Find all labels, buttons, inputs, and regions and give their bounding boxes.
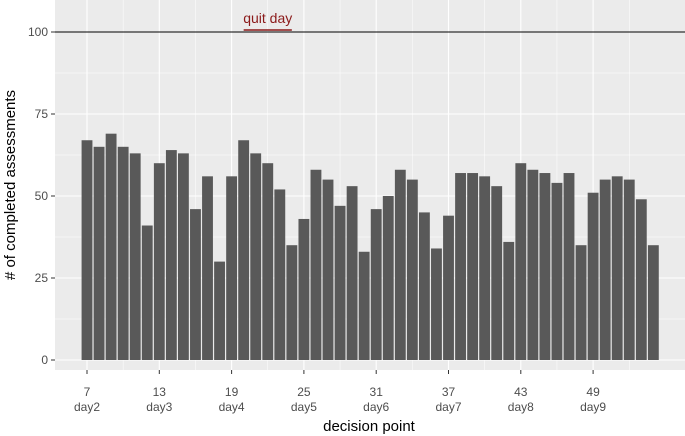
bar [141,225,153,360]
bar [274,189,286,360]
x-day-label: day9 [580,400,606,414]
bar [587,192,599,360]
bar [202,176,213,360]
x-tick-label: 13 [153,385,167,399]
y-tick-label: 75 [35,107,49,121]
bar [177,153,189,360]
bar [286,245,298,360]
bar [491,186,503,360]
bar [226,176,238,360]
bar [382,196,394,360]
x-day-label: day2 [74,400,100,414]
bar [262,163,274,360]
bar [455,173,466,360]
bar [418,212,430,360]
x-tick-label: 31 [370,385,384,399]
bar [623,179,635,360]
bar [575,245,587,360]
x-tick-label: 43 [514,385,528,399]
x-day-label: day6 [363,400,389,414]
y-axis: 0 25 50 75 100 [28,25,55,367]
bar [394,169,406,360]
bar [599,179,611,360]
bar [117,146,129,360]
y-tick-label: 0 [41,353,48,367]
bar [93,146,105,360]
x-tick-label: 25 [297,385,311,399]
bar [443,215,454,360]
x-axis: 7day213day319day425day531day637day743day… [74,370,606,414]
bar [165,150,177,360]
bar [298,218,310,360]
bar [551,182,563,360]
bar [190,209,201,360]
bar [635,199,647,360]
y-axis-title: # of completed assessments [2,90,19,280]
bar [479,176,491,360]
x-tick-label: 37 [442,385,456,399]
bar [563,173,575,360]
bar [647,245,659,360]
bar [250,153,262,360]
bar [370,209,382,360]
bars [81,133,659,360]
x-day-label: day7 [435,400,461,414]
y-tick-label: 100 [28,25,48,39]
x-tick-label: 19 [225,385,239,399]
bar [310,169,322,360]
x-day-label: day8 [508,400,534,414]
bar [527,169,539,360]
bar [346,186,358,360]
bar [467,173,479,360]
x-axis-title: decision point [323,418,416,435]
bar [539,173,551,360]
x-day-label: day4 [219,400,245,414]
annotation-label: quit day [243,10,292,26]
bar [238,140,250,360]
bar [153,163,165,360]
bar [129,153,141,360]
bar [406,179,418,360]
bar [322,179,334,360]
bar [503,241,515,360]
annotation-group: quit day [243,10,292,31]
x-day-label: day5 [291,400,317,414]
bar [358,251,370,360]
x-day-label: day3 [146,400,172,414]
x-tick-label: 49 [586,385,600,399]
bar [81,140,93,360]
bar [334,205,346,360]
bar [105,133,117,360]
bar [431,248,442,360]
bar [515,163,527,360]
y-tick-label: 25 [35,271,49,285]
bar [214,261,225,360]
bar [611,176,623,360]
x-tick-label: 7 [84,385,91,399]
y-tick-label: 50 [35,189,49,203]
